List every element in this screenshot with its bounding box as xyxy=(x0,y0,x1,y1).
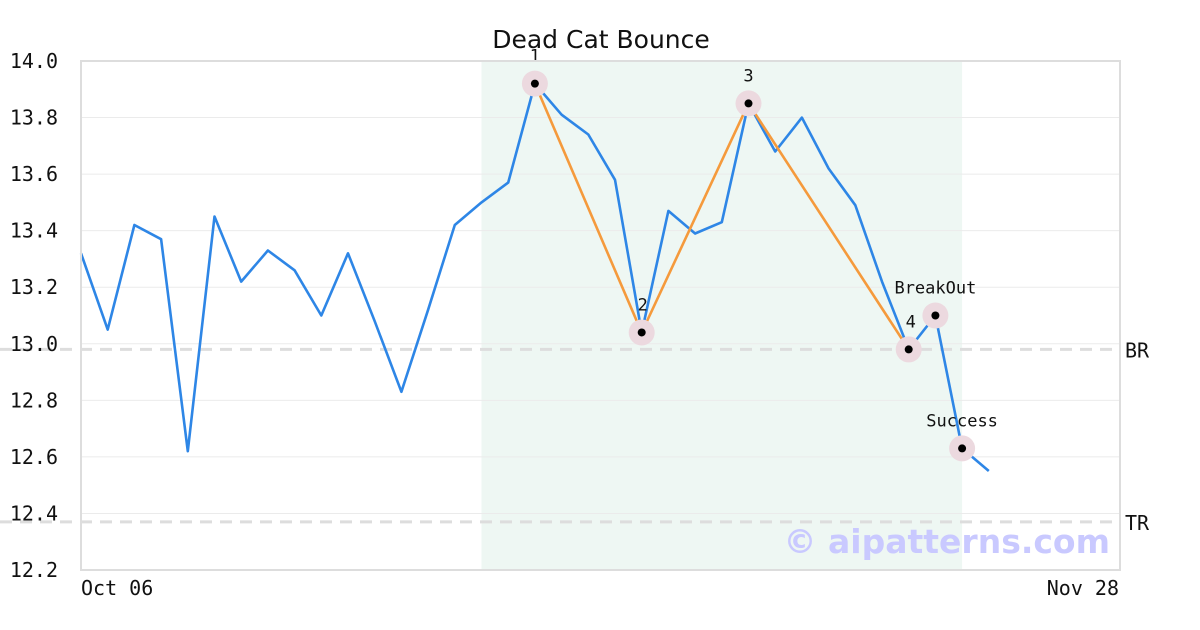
marker-point-1 xyxy=(530,79,539,88)
marker-label-1: 1 xyxy=(530,47,540,67)
x-tick-label-start: Oct 06 xyxy=(81,576,153,600)
y-tick-label: 12.2 xyxy=(10,558,58,582)
y-tick-label: 13.8 xyxy=(10,106,58,130)
x-tick-label-end: Nov 28 xyxy=(1047,576,1119,600)
y-tick-label: 13.6 xyxy=(10,162,58,186)
plot-frame xyxy=(80,60,1121,571)
y-tick-label: 13.4 xyxy=(10,219,58,243)
marker-point-2 xyxy=(637,328,646,337)
y-tick-label: 14.0 xyxy=(10,49,58,73)
y-tick-label: 12.6 xyxy=(10,445,58,469)
marker-point-3 xyxy=(744,99,753,108)
watermark: © aipatterns.com xyxy=(784,522,1110,561)
marker-point-4 xyxy=(904,345,913,354)
y-tick-label: 12.8 xyxy=(10,388,58,412)
marker-label-success: Success xyxy=(926,411,998,431)
y-tick-label: 12.4 xyxy=(10,501,58,525)
y-tick-label: 13.2 xyxy=(10,275,58,299)
reference-lines xyxy=(0,347,1120,524)
marker-label-4: 4 xyxy=(906,312,916,332)
y-tick-label: 13.0 xyxy=(10,332,58,356)
chart-text: Dead Cat Bounce © aipatterns.com Oct 06 … xyxy=(10,25,1150,600)
marker-point-success xyxy=(958,444,967,453)
marker-label-2: 2 xyxy=(638,295,648,315)
reference-label-br: BR xyxy=(1125,338,1150,362)
marker-label-3: 3 xyxy=(743,66,753,86)
marker-point-breakout xyxy=(931,311,940,320)
pattern-line xyxy=(533,83,910,351)
chart-title: Dead Cat Bounce xyxy=(492,25,710,54)
background-layer xyxy=(481,61,963,570)
pattern-highlight-region xyxy=(481,61,963,570)
reference-label-tr: TR xyxy=(1125,511,1150,535)
pattern-markers xyxy=(521,70,976,462)
marker-label-breakout: BreakOut xyxy=(894,279,976,299)
